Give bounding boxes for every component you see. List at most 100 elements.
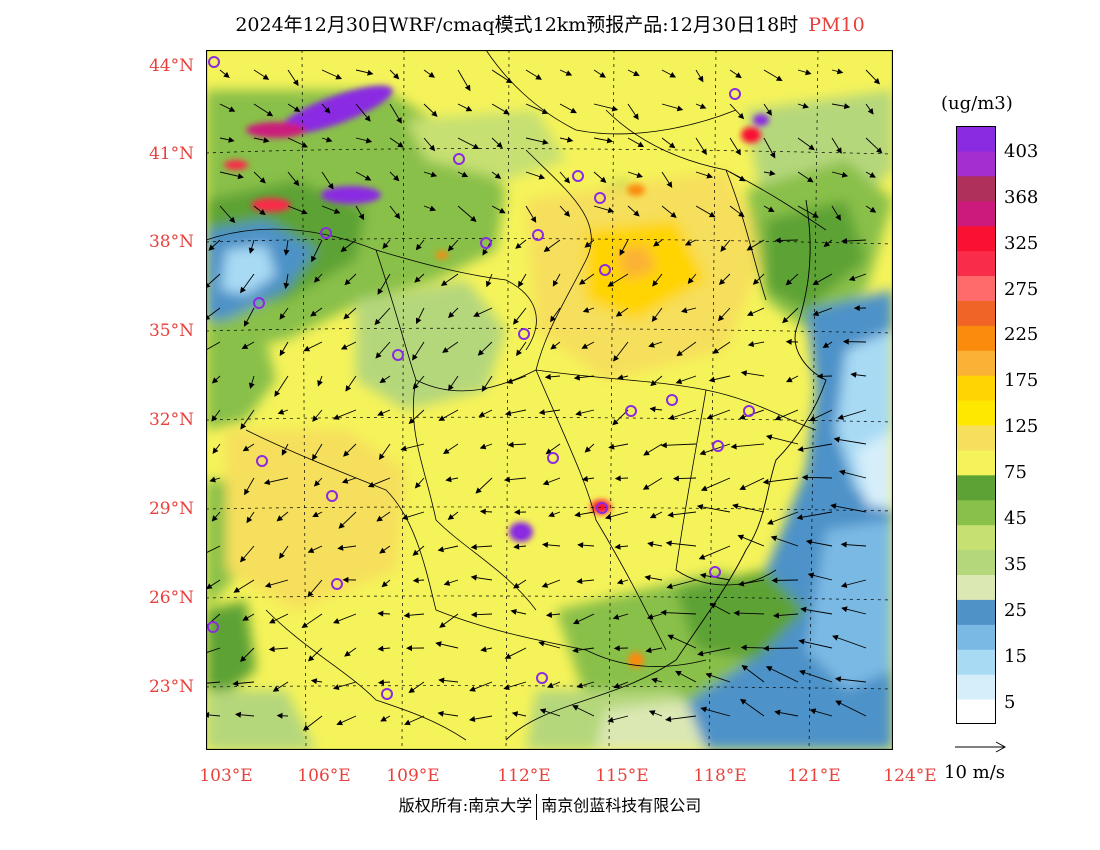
coastline	[505, 199, 827, 741]
pm10-hotspots	[224, 85, 769, 668]
city-marker	[712, 440, 724, 452]
copyright-separator	[536, 793, 538, 820]
wind-vector	[287, 171, 300, 187]
wind-vector	[831, 205, 841, 221]
colorbar-bin	[956, 699, 996, 724]
lon-label-118e: 118°E	[693, 766, 747, 786]
wind-vector	[831, 171, 849, 178]
wind-vector	[423, 171, 438, 178]
wind-vector	[515, 239, 527, 249]
wind-vector	[675, 670, 697, 683]
wind-vector	[253, 205, 266, 216]
wind-vector	[644, 574, 663, 581]
wind-vector	[287, 137, 308, 148]
city-marker	[253, 297, 265, 309]
wind-vector	[491, 137, 503, 149]
wind-vector	[253, 171, 266, 184]
city-marker	[625, 405, 637, 417]
city-marker	[515, 526, 527, 538]
wind-reference-arrow	[955, 741, 1007, 753]
colorbar-bin	[956, 225, 996, 252]
colorbar-bin	[956, 574, 996, 600]
wind-vector	[239, 545, 255, 563]
wind-vector	[303, 341, 323, 352]
wind-vector	[206, 579, 221, 590]
wind-vector	[389, 69, 400, 80]
wind-vector	[706, 409, 731, 420]
colorbar-label-175: 175	[1004, 370, 1039, 391]
wind-vector	[340, 239, 357, 253]
wind-vector	[577, 542, 595, 549]
wind-vector	[342, 576, 357, 583]
city-marker	[547, 452, 559, 464]
wind-vector	[457, 171, 469, 178]
wind-vector	[613, 681, 629, 689]
city-marker	[532, 229, 544, 241]
wind-vector	[437, 710, 459, 717]
wind-vector	[345, 375, 357, 392]
wind-vector	[672, 475, 697, 482]
wind-vector	[797, 443, 833, 452]
wind-vector	[438, 409, 459, 421]
wind-vector	[762, 645, 799, 652]
wind-vector	[423, 205, 437, 212]
wind-vector	[412, 545, 425, 556]
copyright: 版权所有:南京大学 南京创蓝科技有限公司	[0, 792, 1100, 820]
wind-vector	[506, 375, 527, 384]
wind-vector	[807, 572, 833, 581]
wind-vector	[842, 338, 867, 345]
wind-vector	[448, 375, 459, 391]
wind-vector	[437, 545, 459, 553]
wind-vector	[593, 171, 607, 183]
wind-vector	[408, 409, 425, 425]
wind-vector	[377, 273, 391, 295]
wind-vector	[477, 341, 493, 356]
copyright-left: 版权所有:南京大学	[398, 796, 533, 815]
wind-vector	[503, 681, 527, 691]
wind-vector	[616, 578, 629, 585]
wind-vector	[341, 477, 357, 484]
city-marker	[666, 394, 678, 406]
wind-vector	[513, 307, 527, 325]
wind-vector	[268, 646, 289, 653]
wind-vector	[491, 171, 502, 179]
wind-vector	[729, 103, 745, 120]
wind-vector	[408, 681, 425, 694]
wind-vector	[438, 677, 459, 684]
wind-vector	[539, 708, 561, 717]
wind-vector	[661, 137, 676, 149]
wind-vector	[865, 171, 876, 178]
wind-vector	[511, 711, 527, 718]
wind-vector	[772, 612, 799, 619]
wind-vector	[340, 341, 357, 350]
lon-label-103e: 103°E	[199, 766, 253, 786]
wind-vector	[613, 341, 629, 362]
wind-vector	[211, 375, 221, 384]
wind-vector	[491, 103, 510, 115]
wind-vector	[538, 409, 561, 416]
wind-vector	[219, 103, 236, 112]
copyright-right: 南京创蓝科技有限公司	[541, 796, 702, 815]
wind-vector	[797, 137, 815, 151]
wind-vector	[712, 341, 731, 354]
wind-vector	[584, 239, 595, 248]
wind-vector	[729, 171, 746, 182]
wind-vector	[812, 273, 833, 286]
wind-vector	[737, 534, 765, 547]
wind-vector	[627, 171, 643, 179]
colorbar-bin	[956, 400, 996, 426]
wind-vector	[650, 375, 663, 387]
wind-vector	[470, 574, 493, 581]
wind-vector	[850, 371, 867, 378]
colorbar-bin	[956, 126, 996, 152]
wind-vector	[310, 678, 323, 685]
wind-vector	[695, 137, 707, 156]
wind-vector	[559, 205, 571, 217]
wind-vector	[287, 69, 299, 87]
colorbar-bin	[956, 624, 996, 650]
wind-vector	[838, 469, 867, 479]
graticule	[206, 50, 893, 750]
wind-vector	[774, 237, 799, 244]
wind-vector	[333, 409, 357, 420]
wind-vector	[274, 375, 289, 397]
